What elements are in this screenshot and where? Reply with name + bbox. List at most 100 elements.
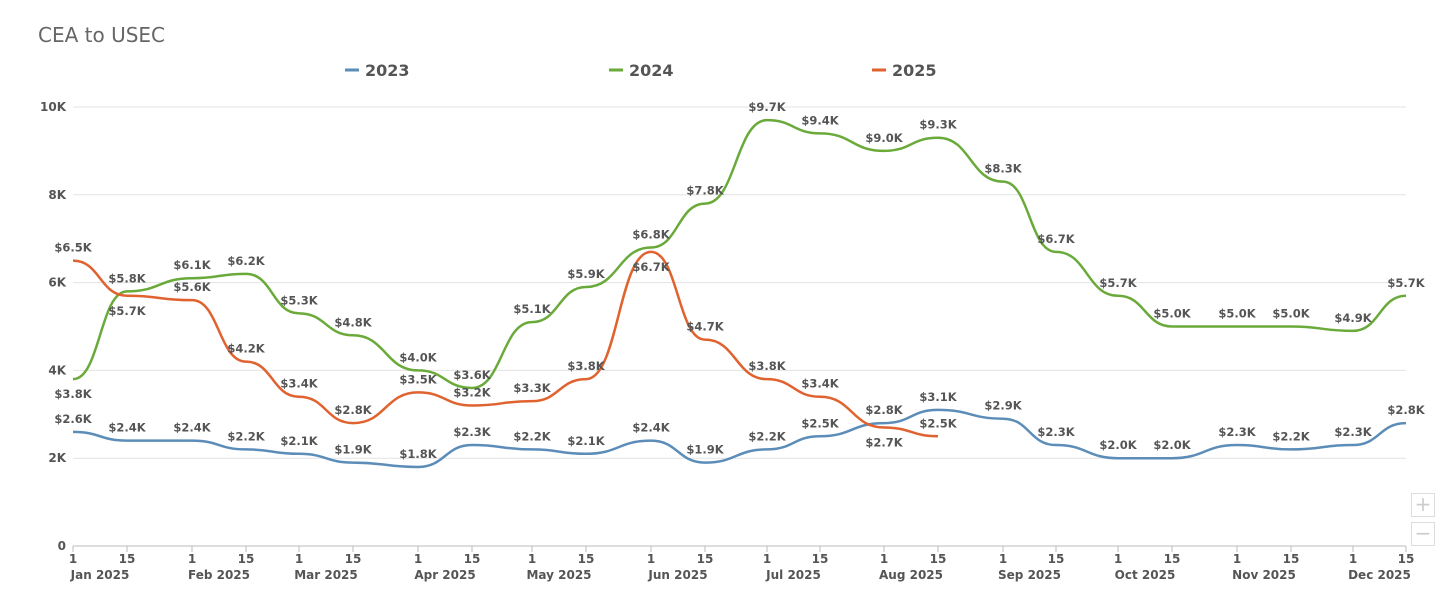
- x-month-label: Oct 2025: [1115, 568, 1176, 582]
- data-label-2024: $5.0K: [1218, 307, 1256, 321]
- series-line-2023[interactable]: [72, 408, 1407, 469]
- data-label-2023: $2.0K: [1153, 438, 1191, 452]
- x-month-label: Aug 2025: [879, 568, 943, 582]
- data-label-2024: $5.0K: [1153, 307, 1191, 321]
- data-label-2025: $3.3K: [513, 381, 551, 395]
- data-label-2023: $2.3K: [1037, 425, 1075, 439]
- data-label-2024: $9.3K: [919, 118, 957, 132]
- legend-item-2023[interactable]: 2023: [365, 61, 410, 80]
- chart-title: CEA to USEC: [38, 23, 165, 47]
- data-label-2023: $2.5K: [801, 416, 839, 430]
- data-label-2023: $2.3K: [1218, 425, 1256, 439]
- x-month-label: Jul 2025: [765, 568, 821, 582]
- data-label-2025: $5.6K: [173, 280, 211, 294]
- data-label-2023: $2.4K: [632, 421, 670, 435]
- x-tick-label: 1: [999, 552, 1007, 566]
- series-lines: [72, 118, 1407, 469]
- grid: [73, 106, 1406, 547]
- x-tick-label: 15: [578, 552, 595, 566]
- data-label-2024: $4.8K: [334, 315, 372, 329]
- data-label-2024: $5.1K: [513, 302, 551, 316]
- data-label-2023: $1.8K: [399, 447, 437, 461]
- data-label-2025: $5.7K: [108, 304, 146, 318]
- data-label-2024: $5.3K: [280, 293, 318, 307]
- data-label-2024: $8.3K: [984, 162, 1022, 176]
- data-label-2025: $6.7K: [632, 260, 670, 274]
- legend: 2023 2024 2025: [345, 61, 937, 80]
- data-label-2023: $2.8K: [865, 403, 903, 417]
- data-label-2025: $3.8K: [748, 359, 786, 373]
- x-month-label: Apr 2025: [414, 568, 475, 582]
- data-label-2024: $9.7K: [748, 100, 786, 114]
- data-label-2024: $5.7K: [1387, 276, 1425, 290]
- data-label-2025: $3.2K: [453, 386, 491, 400]
- data-label-2024: $9.4K: [801, 113, 839, 127]
- y-tick-label: 0: [58, 539, 66, 553]
- x-tick-label: 15: [812, 552, 829, 566]
- x-tick-label: 1: [647, 552, 655, 566]
- data-label-2023: $1.9K: [334, 443, 372, 457]
- data-label-2023: $2.3K: [1334, 425, 1372, 439]
- x-month-label: Feb 2025: [188, 568, 250, 582]
- data-label-2025: $3.8K: [567, 359, 605, 373]
- data-label-2024: $7.8K: [686, 184, 724, 198]
- data-labels: $2.6K $2.4K $2.4K $2.2K $2.1K $1.9K $1.8K $2.3K…: [54, 100, 1425, 461]
- data-label-2023: $2.1K: [280, 434, 318, 448]
- x-tick-label: 1: [69, 552, 77, 566]
- y-tick-label: 2K: [48, 451, 66, 465]
- data-label-2024: $6.2K: [227, 254, 265, 268]
- data-label-2023: $2.2K: [748, 429, 786, 443]
- zoom-in-button[interactable]: +: [1411, 493, 1435, 517]
- y-tick-label: 4K: [48, 363, 66, 377]
- zoom-out-button[interactable]: −: [1411, 522, 1435, 546]
- data-label-2025: $3.5K: [399, 372, 437, 386]
- data-label-2024: $6.7K: [1037, 232, 1075, 246]
- data-label-2023: $2.8K: [1387, 403, 1425, 417]
- series-line-2024[interactable]: [72, 118, 1407, 390]
- data-label-2023: $2.2K: [1272, 429, 1310, 443]
- data-label-2023: $3.1K: [919, 390, 957, 404]
- x-tick-label: 1: [295, 552, 303, 566]
- data-label-2025: $2.7K: [865, 435, 903, 449]
- data-label-2025: $2.5K: [919, 416, 957, 430]
- x-month-label: Dec 2025: [1348, 568, 1411, 582]
- data-label-2023: $2.4K: [173, 421, 211, 435]
- data-label-2024: $5.0K: [1272, 307, 1310, 321]
- x-tick-label: 15: [464, 552, 481, 566]
- axes: 0 2K 4K 6K 8K 10K 1 15 1 15 1 15 1 15 1 15 1 15 1 15 1 15 1 15 1…: [40, 100, 1414, 582]
- y-tick-label: 8K: [48, 188, 66, 202]
- data-label-2024: $6.8K: [632, 227, 670, 241]
- data-label-2024: $3.8K: [54, 387, 92, 401]
- x-tick-label: 1: [528, 552, 536, 566]
- data-label-2023: $1.9K: [686, 443, 724, 457]
- data-label-2023: $2.2K: [513, 429, 551, 443]
- x-tick-label: 1: [763, 552, 771, 566]
- x-month-label: Jan 2025: [70, 568, 130, 582]
- x-tick-label: 15: [238, 552, 255, 566]
- x-tick-label: 15: [119, 552, 136, 566]
- legend-item-2025[interactable]: 2025: [892, 61, 937, 80]
- data-label-2024: $9.0K: [865, 131, 903, 145]
- series-line-2025[interactable]: [72, 250, 939, 438]
- x-tick-label: 1: [1349, 552, 1357, 566]
- x-tick-label: 15: [1048, 552, 1065, 566]
- x-month-label: May 2025: [526, 568, 591, 582]
- data-label-2023: $2.9K: [984, 399, 1022, 413]
- x-month-label: Mar 2025: [294, 568, 358, 582]
- data-label-2024: $3.6K: [453, 368, 491, 382]
- data-label-2023: $2.6K: [54, 412, 92, 426]
- x-tick-label: 15: [930, 552, 947, 566]
- x-tick-label: 1: [1233, 552, 1241, 566]
- x-tick-label: 1: [1114, 552, 1122, 566]
- data-label-2023: $2.4K: [108, 421, 146, 435]
- legend-item-2024[interactable]: 2024: [629, 61, 674, 80]
- x-tick-label: 15: [697, 552, 714, 566]
- data-label-2023: $2.3K: [453, 425, 491, 439]
- data-label-2025: $2.8K: [334, 403, 372, 417]
- data-label-2023: $2.1K: [567, 434, 605, 448]
- x-month-label: Nov 2025: [1232, 568, 1296, 582]
- y-tick-label: 10K: [40, 100, 67, 114]
- data-label-2024: $6.1K: [173, 258, 211, 272]
- data-label-2024: $5.8K: [108, 271, 146, 285]
